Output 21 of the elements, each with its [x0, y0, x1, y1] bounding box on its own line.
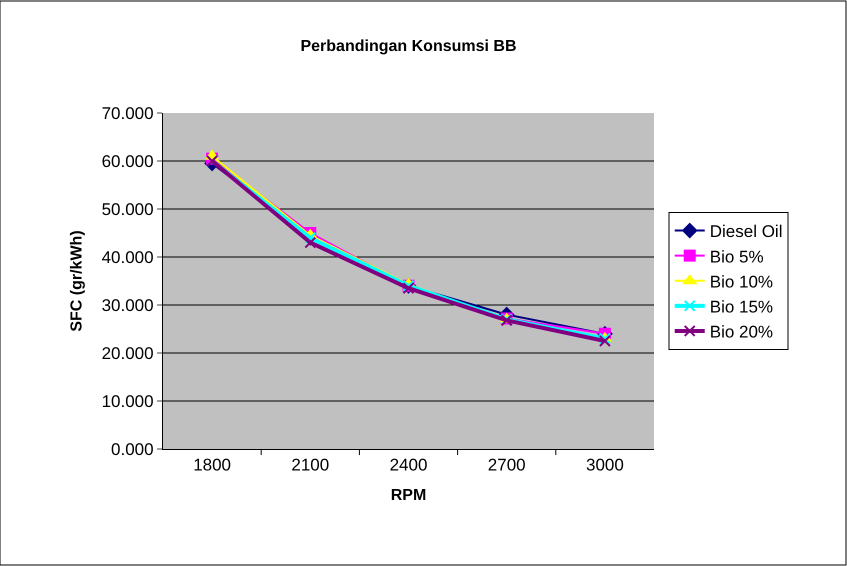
y-tick-label: 60.000	[102, 152, 154, 171]
y-tick-label: 0.000	[111, 440, 154, 459]
x-tick-label: 3000	[586, 455, 624, 474]
x-tick-label: 2100	[291, 455, 330, 474]
x-tick-label: 2400	[390, 455, 428, 474]
legend-label: Diesel Oil	[710, 222, 782, 242]
x-tick-label: 2700	[488, 455, 526, 474]
y-tick-label: 10.000	[102, 392, 154, 411]
y-tick-label: 40.000	[102, 248, 154, 267]
x-axis-title: RPM	[390, 487, 426, 504]
y-tick-label: 50.000	[102, 200, 154, 219]
x-tick-label: 1800	[193, 455, 232, 474]
y-tick-label: 30.000	[102, 296, 154, 315]
chart-title: Perbandingan Konsumsi BB	[300, 38, 517, 55]
legend-label: Bio 15%	[710, 297, 774, 316]
legend-label: Bio 5%	[710, 247, 764, 266]
y-tick-label: 70.000	[102, 104, 154, 123]
y-axis-title: SFC (gr/kWh)	[68, 230, 86, 332]
legend-label: Bio 10%	[710, 272, 774, 292]
legend-label: Bio 20%	[710, 322, 774, 342]
y-tick-label: 20.000	[102, 344, 154, 363]
